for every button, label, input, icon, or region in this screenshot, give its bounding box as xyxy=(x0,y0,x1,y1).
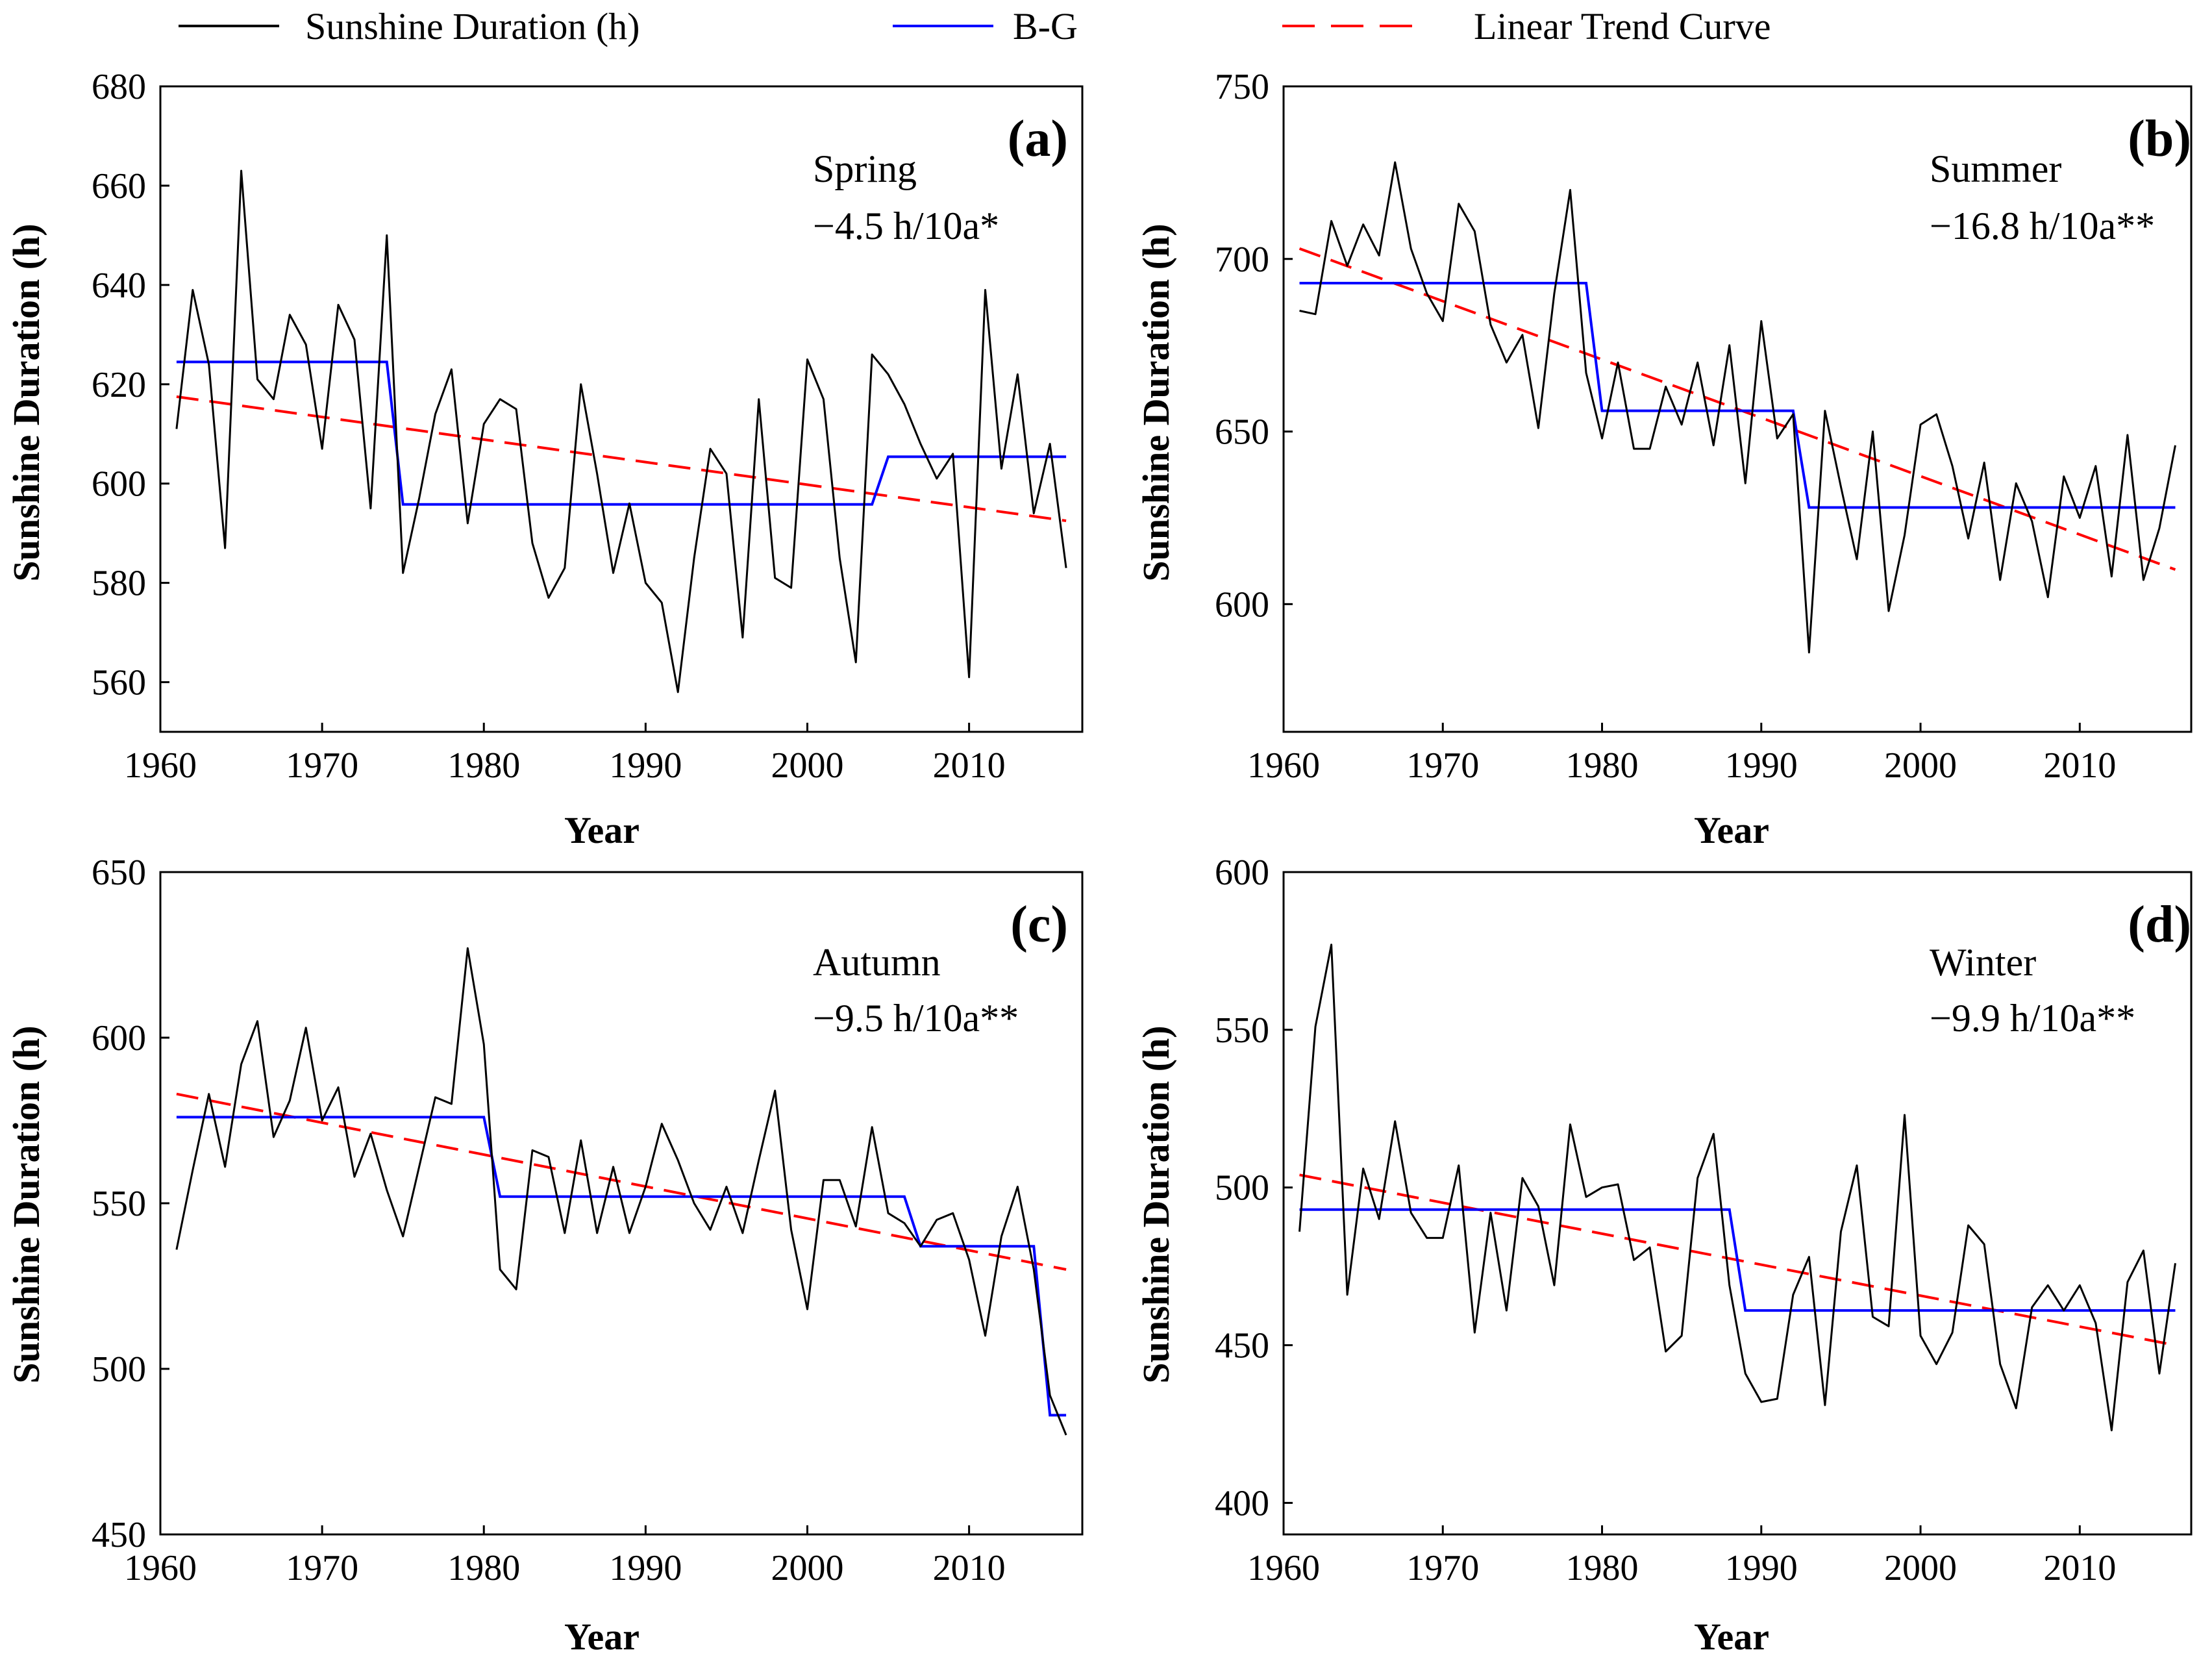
trend-line-autumn xyxy=(176,1092,1067,1271)
x-tick-label-winter-1980: 1980 xyxy=(1566,1548,1639,1588)
y-axis-title-summer: Sunshine Duration (h) xyxy=(1135,223,1177,581)
x-tick-label-autumn-1970: 1970 xyxy=(286,1548,358,1588)
plot-frame-winter xyxy=(1282,871,2193,1536)
y-tick-label-spring-560: 560 xyxy=(92,663,146,703)
y-tick-label-spring-640: 640 xyxy=(92,266,146,306)
x-axis-title-summer: Year xyxy=(1694,809,1769,851)
y-axis-title-autumn: Sunshine Duration (h) xyxy=(5,1025,47,1383)
legend-label-trend: Linear Trend Curve xyxy=(1474,5,1771,47)
x-tick-label-winter-1970: 1970 xyxy=(1406,1548,1479,1588)
x-tick-label-summer-2000: 2000 xyxy=(1884,745,1957,786)
panel-spring: 560 580 600 620 640 660 680 1960 1970 1980 1990 200… xyxy=(5,67,1084,851)
y-tick-label-autumn-600: 600 xyxy=(92,1018,146,1058)
y-tick-label-winter-450: 450 xyxy=(1215,1326,1269,1366)
legend-label-sunshine: Sunshine Duration (h) xyxy=(305,5,640,47)
x-tick-label-autumn-1990: 1990 xyxy=(609,1548,682,1588)
panel-label-autumn: (c) xyxy=(1010,896,1068,953)
y-tick-label-winter-600: 600 xyxy=(1215,853,1269,893)
trend-rate-winter: −9.9 h/10a** xyxy=(1930,997,2135,1040)
x-tick-label-autumn-1960: 1960 xyxy=(124,1548,197,1588)
trend-rate-autumn: −9.5 h/10a** xyxy=(813,997,1019,1040)
trend-rate-spring: −4.5 h/10a* xyxy=(813,205,999,247)
trend-line-spring xyxy=(176,395,1067,523)
y-tick-label-spring-680: 680 xyxy=(92,67,146,107)
y-axis-title-winter: Sunshine Duration (h) xyxy=(1135,1025,1177,1383)
y-tick-label-summer-600: 600 xyxy=(1215,584,1269,625)
y-tick-label-spring-660: 660 xyxy=(92,166,146,206)
bg-step-line-winter xyxy=(1299,1208,2176,1312)
y-tick-label-winter-500: 500 xyxy=(1215,1168,1269,1208)
legend-label-bg: B-G xyxy=(1013,5,1078,47)
bg-step-line-spring xyxy=(176,360,1067,506)
x-tick-label-spring-1970: 1970 xyxy=(286,745,358,786)
y-tick-label-autumn-500: 500 xyxy=(92,1349,146,1390)
x-tick-label-winter-2010: 2010 xyxy=(2043,1548,2116,1588)
x-tick-label-spring-1960: 1960 xyxy=(124,745,197,786)
panel-label-summer: (b) xyxy=(2128,110,2191,168)
panel-label-spring: (a) xyxy=(1008,110,1068,168)
y-axis-title-spring: Sunshine Duration (h) xyxy=(5,223,47,581)
x-tick-label-winter-1990: 1990 xyxy=(1725,1548,1798,1588)
x-tick-label-summer-2010: 2010 xyxy=(2043,745,2116,786)
legend: Sunshine Duration (h) B-G Linear Trend C… xyxy=(179,5,1771,47)
y-tick-label-summer-650: 650 xyxy=(1215,412,1269,453)
trend-rate-summer: −16.8 h/10a** xyxy=(1930,205,2155,247)
x-tick-label-autumn-2010: 2010 xyxy=(933,1548,1006,1588)
y-tick-label-summer-700: 700 xyxy=(1215,240,1269,280)
season-label-spring: Spring xyxy=(813,147,917,190)
x-axis-title-winter: Year xyxy=(1694,1616,1769,1658)
plot-area-spring: 560 580 600 620 640 660 680 1960 1970 1980 1990 200… xyxy=(92,67,1084,786)
x-axis-title-spring: Year xyxy=(564,809,640,851)
y-tick-label-spring-620: 620 xyxy=(92,365,146,405)
y-tick-label-autumn-650: 650 xyxy=(92,853,146,893)
sunshine-series-line-summer xyxy=(1299,161,2176,654)
plot-area-autumn: 450 500 550 600 650 1960 1970 1980 1990 2000 2010 xyxy=(92,853,1084,1588)
y-tick-label-autumn-550: 550 xyxy=(92,1184,146,1224)
x-tick-label-winter-2000: 2000 xyxy=(1884,1548,1957,1588)
x-tick-label-spring-2000: 2000 xyxy=(771,745,843,786)
y-tick-label-spring-600: 600 xyxy=(92,464,146,505)
plot-frame-summer xyxy=(1282,85,2193,733)
y-tick-label-spring-580: 580 xyxy=(92,564,146,604)
x-tick-label-spring-1980: 1980 xyxy=(447,745,520,786)
y-tick-label-summer-750: 750 xyxy=(1215,67,1269,107)
x-tick-label-summer-1960: 1960 xyxy=(1247,745,1320,786)
y-tick-label-winter-550: 550 xyxy=(1215,1010,1269,1051)
panel-label-winter: (d) xyxy=(2128,896,2191,953)
x-tick-label-spring-2010: 2010 xyxy=(933,745,1006,786)
y-tick-label-autumn-450: 450 xyxy=(92,1515,146,1555)
season-label-summer: Summer xyxy=(1930,147,2061,190)
x-axis-title-autumn: Year xyxy=(564,1616,640,1658)
sunshine-series-line-spring xyxy=(175,169,1067,694)
x-tick-label-summer-1980: 1980 xyxy=(1566,745,1639,786)
x-tick-label-summer-1990: 1990 xyxy=(1725,745,1798,786)
sunshine-series-line-autumn xyxy=(175,947,1067,1436)
x-tick-label-autumn-1980: 1980 xyxy=(447,1548,520,1588)
plot-frame-spring xyxy=(159,85,1084,733)
y-tick-label-winter-400: 400 xyxy=(1215,1483,1269,1523)
x-tick-label-spring-1990: 1990 xyxy=(609,745,682,786)
x-tick-label-winter-1960: 1960 xyxy=(1247,1548,1320,1588)
plot-area-winter: 400 450 500 550 600 1960 1970 1980 1990 2000 2010 xyxy=(1215,853,2193,1588)
x-tick-label-autumn-2000: 2000 xyxy=(771,1548,843,1588)
season-label-autumn: Autumn xyxy=(813,941,941,984)
plot-area-summer: 600 650 700 750 1960 1970 1980 1990 2000 2010 xyxy=(1215,67,2193,786)
bg-step-line-autumn xyxy=(176,1116,1067,1417)
season-label-winter: Winter xyxy=(1930,941,2036,984)
panel-summer: 600 650 700 750 1960 1970 1980 1990 2000 2010 (b)… xyxy=(1135,67,2193,851)
bg-step-line-summer xyxy=(1299,281,2176,509)
sunshine-series-line-winter xyxy=(1299,944,2176,1432)
x-tick-label-summer-1970: 1970 xyxy=(1406,745,1479,786)
